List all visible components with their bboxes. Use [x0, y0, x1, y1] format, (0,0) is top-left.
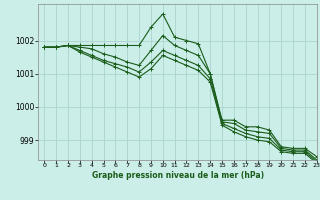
X-axis label: Graphe pression niveau de la mer (hPa): Graphe pression niveau de la mer (hPa) — [92, 171, 264, 180]
